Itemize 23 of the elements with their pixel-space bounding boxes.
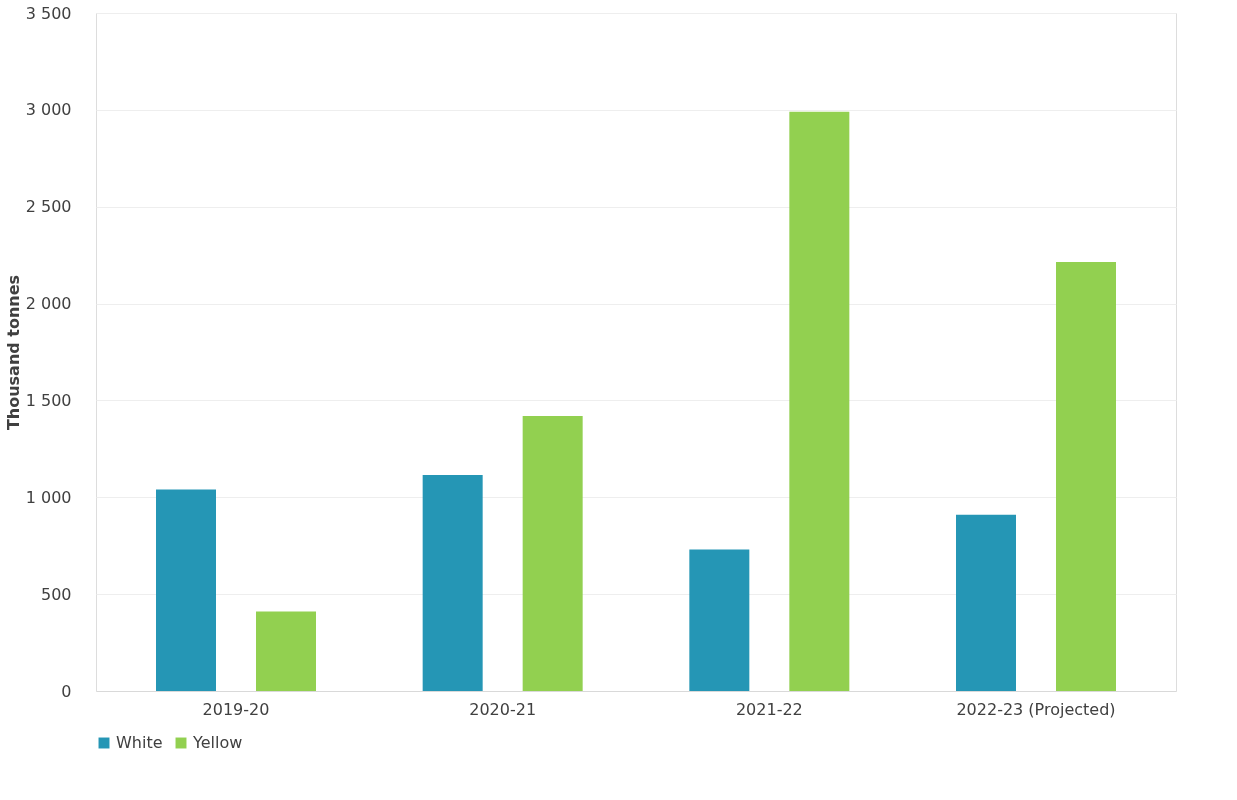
y-tick-label: 3 500 <box>25 3 72 23</box>
bar <box>789 111 850 691</box>
x-tick-label: 2022-23 (Projected) <box>956 699 1116 719</box>
y-tick-label: 0 <box>61 681 72 701</box>
x-tick-label: 2020-21 <box>469 699 537 719</box>
legend-label: White <box>116 733 163 752</box>
bar <box>156 489 216 691</box>
y-tick-label: 2 000 <box>25 294 72 314</box>
bar <box>256 611 316 691</box>
y-tick-label: 500 <box>40 584 72 604</box>
bar <box>1056 261 1116 691</box>
x-tick-label: 2021-22 <box>735 699 803 719</box>
y-tick-label: 3 000 <box>25 100 72 120</box>
bar <box>956 514 1016 691</box>
legend-label: Yellow <box>192 733 243 752</box>
bar <box>689 549 750 691</box>
y-tick-label: 1 500 <box>25 390 72 410</box>
y-axis-title: Thousand tonnes <box>3 274 23 431</box>
bar <box>522 415 583 691</box>
x-tick-label: 2019-20 <box>202 699 270 719</box>
y-tick-label: 2 500 <box>25 197 72 217</box>
y-tick-label: 1 000 <box>25 487 72 507</box>
bar <box>422 475 483 691</box>
